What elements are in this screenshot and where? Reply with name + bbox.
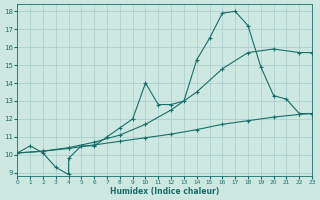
X-axis label: Humidex (Indice chaleur): Humidex (Indice chaleur) <box>110 187 219 196</box>
